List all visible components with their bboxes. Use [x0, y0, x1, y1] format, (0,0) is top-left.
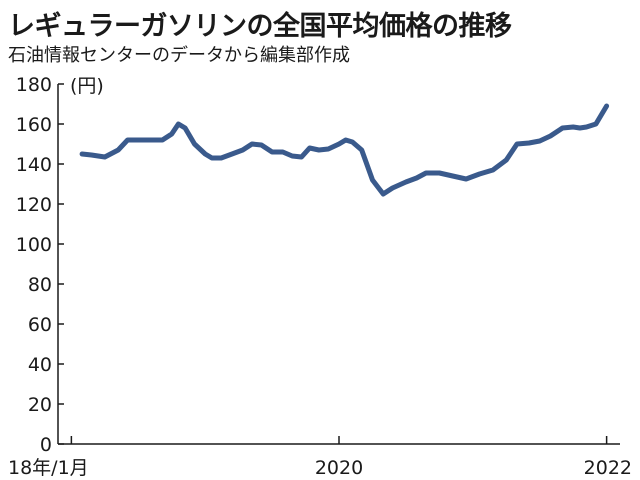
y-tick-label: 160	[16, 114, 52, 136]
chart-title: レギュラーガソリンの全国平均価格の推移	[8, 11, 512, 42]
y-tick-label: 140	[16, 154, 52, 176]
y-tick-label: 100	[16, 234, 52, 256]
series-group	[79, 103, 610, 197]
y-tick-label: 120	[16, 194, 52, 216]
y-tick-label: 20	[28, 394, 52, 416]
x-tick-label: 2022	[584, 457, 632, 479]
series-line	[79, 103, 610, 197]
chart-subtitle: 石油情報センターのデータから編集部作成	[8, 45, 350, 66]
x-axis: 18年/1月 2020 2022	[8, 436, 632, 479]
y-tick-label: 0	[40, 434, 52, 456]
y-tick-label: 60	[28, 314, 52, 336]
y-tick-label: 180	[16, 74, 52, 96]
x-tick-label: 2020	[315, 457, 363, 479]
x-tick-label: 18年/1月	[8, 457, 89, 479]
y-tick-label: 80	[28, 274, 52, 296]
y-axis: 0 20 40 60 80 100 120 140 160 180 (円)	[16, 74, 104, 456]
y-axis-unit-label: (円)	[70, 75, 104, 97]
y-tick-label: 40	[28, 354, 52, 376]
